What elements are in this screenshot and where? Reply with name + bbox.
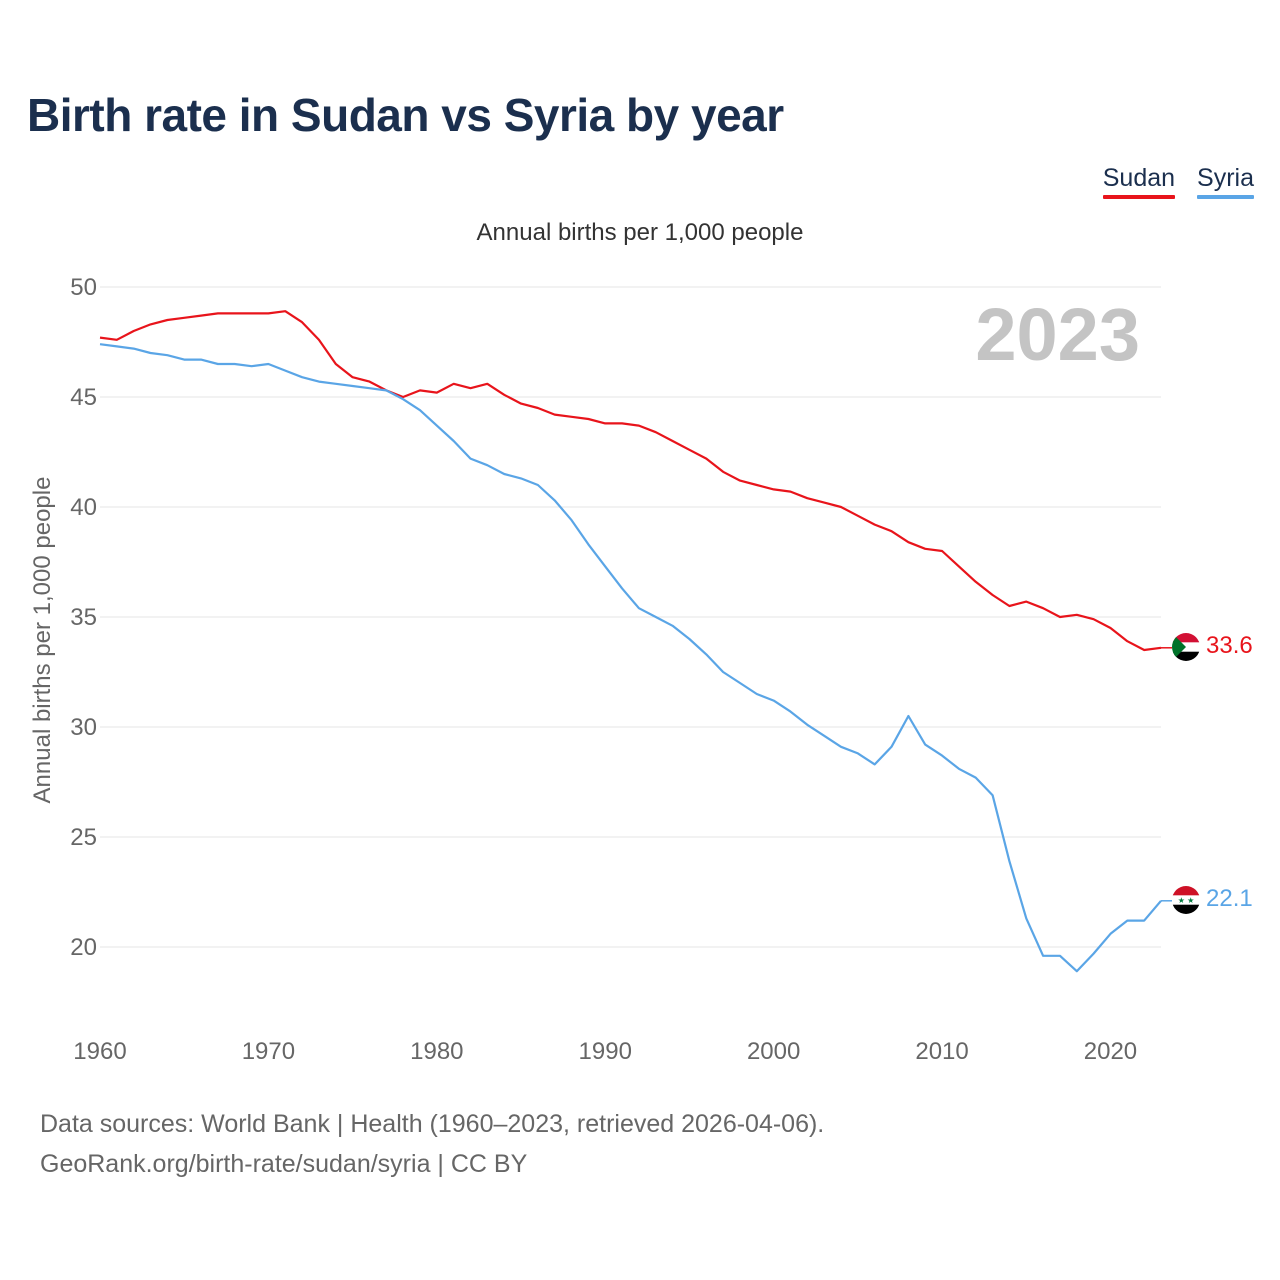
series-line-sudan[interactable] (99, 310, 1162, 652)
y-tick-label: 30 (70, 714, 97, 741)
syria-end-value: 22.1 (1206, 885, 1253, 912)
legend-item-syria[interactable]: Syria (1197, 164, 1254, 199)
x-tick-label: 1980 (410, 1038, 463, 1065)
gridlines (100, 286, 1161, 948)
x-tick-label: 1960 (73, 1038, 126, 1065)
chart-title: Birth rate in Sudan vs Syria by year (27, 89, 784, 141)
legend-swatch-syria (1197, 195, 1254, 199)
chart-subtitle: Annual births per 1,000 people (477, 219, 804, 246)
legend-swatch-sudan (1102, 195, 1176, 199)
y-tick-label: 35 (70, 604, 97, 631)
syria-flag-icon: ★ ★ (1172, 886, 1200, 914)
y-axis-ticks: 20 25 30 35 40 45 50 (70, 274, 97, 961)
x-tick-label: 1990 (579, 1038, 632, 1065)
y-tick-label: 40 (70, 494, 97, 521)
footer: Data sources: World Bank | Health (1960–… (40, 1104, 824, 1184)
y-tick-label: 50 (70, 274, 97, 301)
series-line-syria[interactable] (99, 343, 1162, 973)
x-tick-label: 1970 (242, 1038, 295, 1065)
sudan-flag-icon (1172, 633, 1200, 661)
series-lines (99, 310, 1172, 973)
year-watermark: 2023 (975, 293, 1140, 376)
y-tick-label: 20 (70, 934, 97, 961)
sudan-end-value: 33.6 (1206, 632, 1253, 659)
legend: Sudan Syria (1102, 164, 1254, 199)
series-end-markers: ★ ★ 33.6 22.1 (1172, 632, 1253, 914)
footer-credit[interactable]: GeoRank.org/birth-rate/sudan/syria | CC … (40, 1150, 528, 1178)
svg-text:★ ★: ★ ★ (1178, 896, 1195, 905)
y-axis-label: Annual births per 1,000 people (29, 477, 56, 804)
legend-label-sudan: Sudan (1102, 164, 1176, 192)
y-tick-label: 45 (70, 384, 97, 411)
legend-label-syria: Syria (1197, 164, 1254, 192)
x-tick-label: 2000 (747, 1038, 800, 1065)
x-tick-label: 2020 (1084, 1038, 1137, 1065)
legend-item-sudan[interactable]: Sudan (1102, 164, 1176, 199)
y-tick-label: 25 (70, 824, 97, 851)
footer-sources: Data sources: World Bank | Health (1960–… (40, 1110, 825, 1138)
x-axis-ticks: 1960 1970 1980 1990 2000 2010 2020 (73, 1038, 1137, 1065)
x-tick-label: 2010 (915, 1038, 968, 1065)
